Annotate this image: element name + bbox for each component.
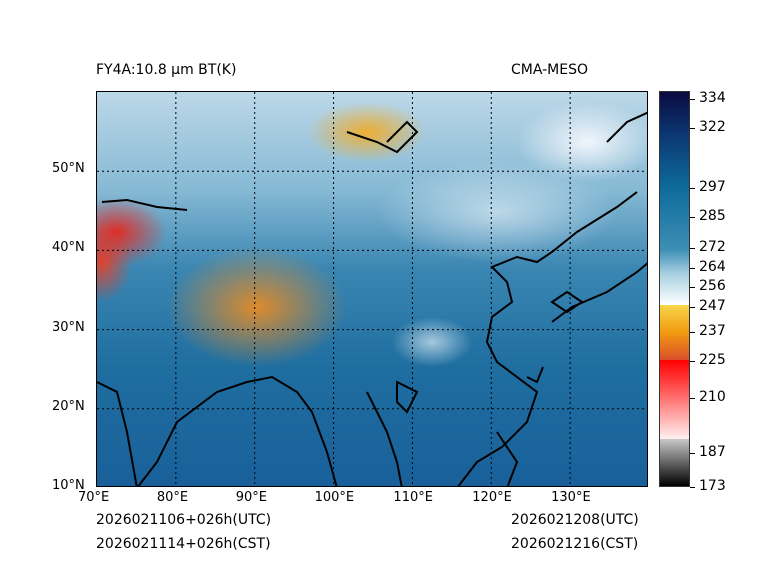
colorbar-tick-mark (690, 128, 695, 129)
colorbar-tick-label: 256 (699, 278, 726, 294)
myanmar-coast (366, 391, 403, 486)
korea (550, 290, 584, 314)
lat-tick-label: 40°N (52, 240, 85, 256)
colorbar-tick-mark (690, 307, 695, 308)
colorbar-tick-label: 322 (699, 119, 726, 135)
valid-time-utc: 2026021208(UTC) (511, 512, 639, 528)
title-right: CMA-MESO (511, 62, 589, 78)
lat-tick-label: 30°N (52, 319, 85, 335)
graticule (97, 92, 647, 486)
lon-tick-label: 130°E (551, 490, 591, 505)
lon-tick-label: 110°E (393, 490, 433, 505)
satellite-map (96, 91, 648, 487)
colorbar-tick-mark (690, 268, 695, 269)
init-time-utc: 2026021106+026h(UTC) (96, 512, 272, 528)
colorbar-tick-label: 272 (699, 239, 726, 255)
colorbar-tick-label: 297 (699, 179, 726, 195)
colorbar-tick-mark (690, 332, 695, 333)
colorbar-tick-label: 187 (699, 444, 726, 460)
colorbar-tick-mark (690, 487, 695, 488)
colorbar-tick-mark (690, 398, 695, 399)
colorbar-tick-label: 285 (699, 208, 726, 224)
colorbar-tick-mark (690, 361, 695, 362)
taiwan (526, 366, 544, 384)
colorbar-tick-label: 247 (699, 298, 726, 314)
valid-time-cst: 2026021216(CST) (511, 536, 639, 552)
colorbar-tick-label: 237 (699, 323, 726, 339)
lake-baikal-region (346, 120, 419, 154)
colorbar-tick-label: 225 (699, 352, 726, 368)
colorbar-tick-label: 264 (699, 259, 726, 275)
map-overlay (97, 92, 647, 486)
lon-tick-label: 80°E (156, 490, 189, 505)
okhotsk-coast (606, 111, 647, 143)
colorbar-tick-label: 334 (699, 90, 726, 106)
hainan (396, 380, 419, 414)
colorbar-tick-mark (690, 248, 695, 249)
colorbar (659, 91, 690, 487)
caspian-aral (101, 198, 188, 211)
colorbar-tick-mark (690, 188, 695, 189)
lat-tick-label: 20°N (52, 398, 85, 414)
colorbar-tick-mark (690, 287, 695, 288)
colorbar-tick-label: 210 (699, 389, 726, 405)
india-east-coast (137, 375, 338, 486)
colorbar-tick-mark (690, 453, 695, 454)
lat-tick-label: 50°N (52, 161, 85, 177)
china-coast (457, 191, 638, 486)
india-west-coast (97, 381, 138, 486)
title-left: FY4A:10.8 µm BT(K) (96, 62, 237, 78)
init-time-cst: 2026021114+026h(CST) (96, 536, 271, 552)
lon-tick-label: 120°E (472, 490, 512, 505)
lat-tick-label: 10°N (52, 478, 85, 493)
lon-tick-label: 70°E (78, 490, 110, 505)
philippines (496, 431, 519, 486)
colorbar-tick-mark (690, 99, 695, 100)
colorbar-tick-label: 173 (699, 478, 726, 494)
lon-tick-label: 100°E (314, 490, 355, 505)
coastlines (97, 111, 647, 486)
lon-tick-label: 90°E (235, 490, 267, 505)
colorbar-tick-mark (690, 217, 695, 218)
